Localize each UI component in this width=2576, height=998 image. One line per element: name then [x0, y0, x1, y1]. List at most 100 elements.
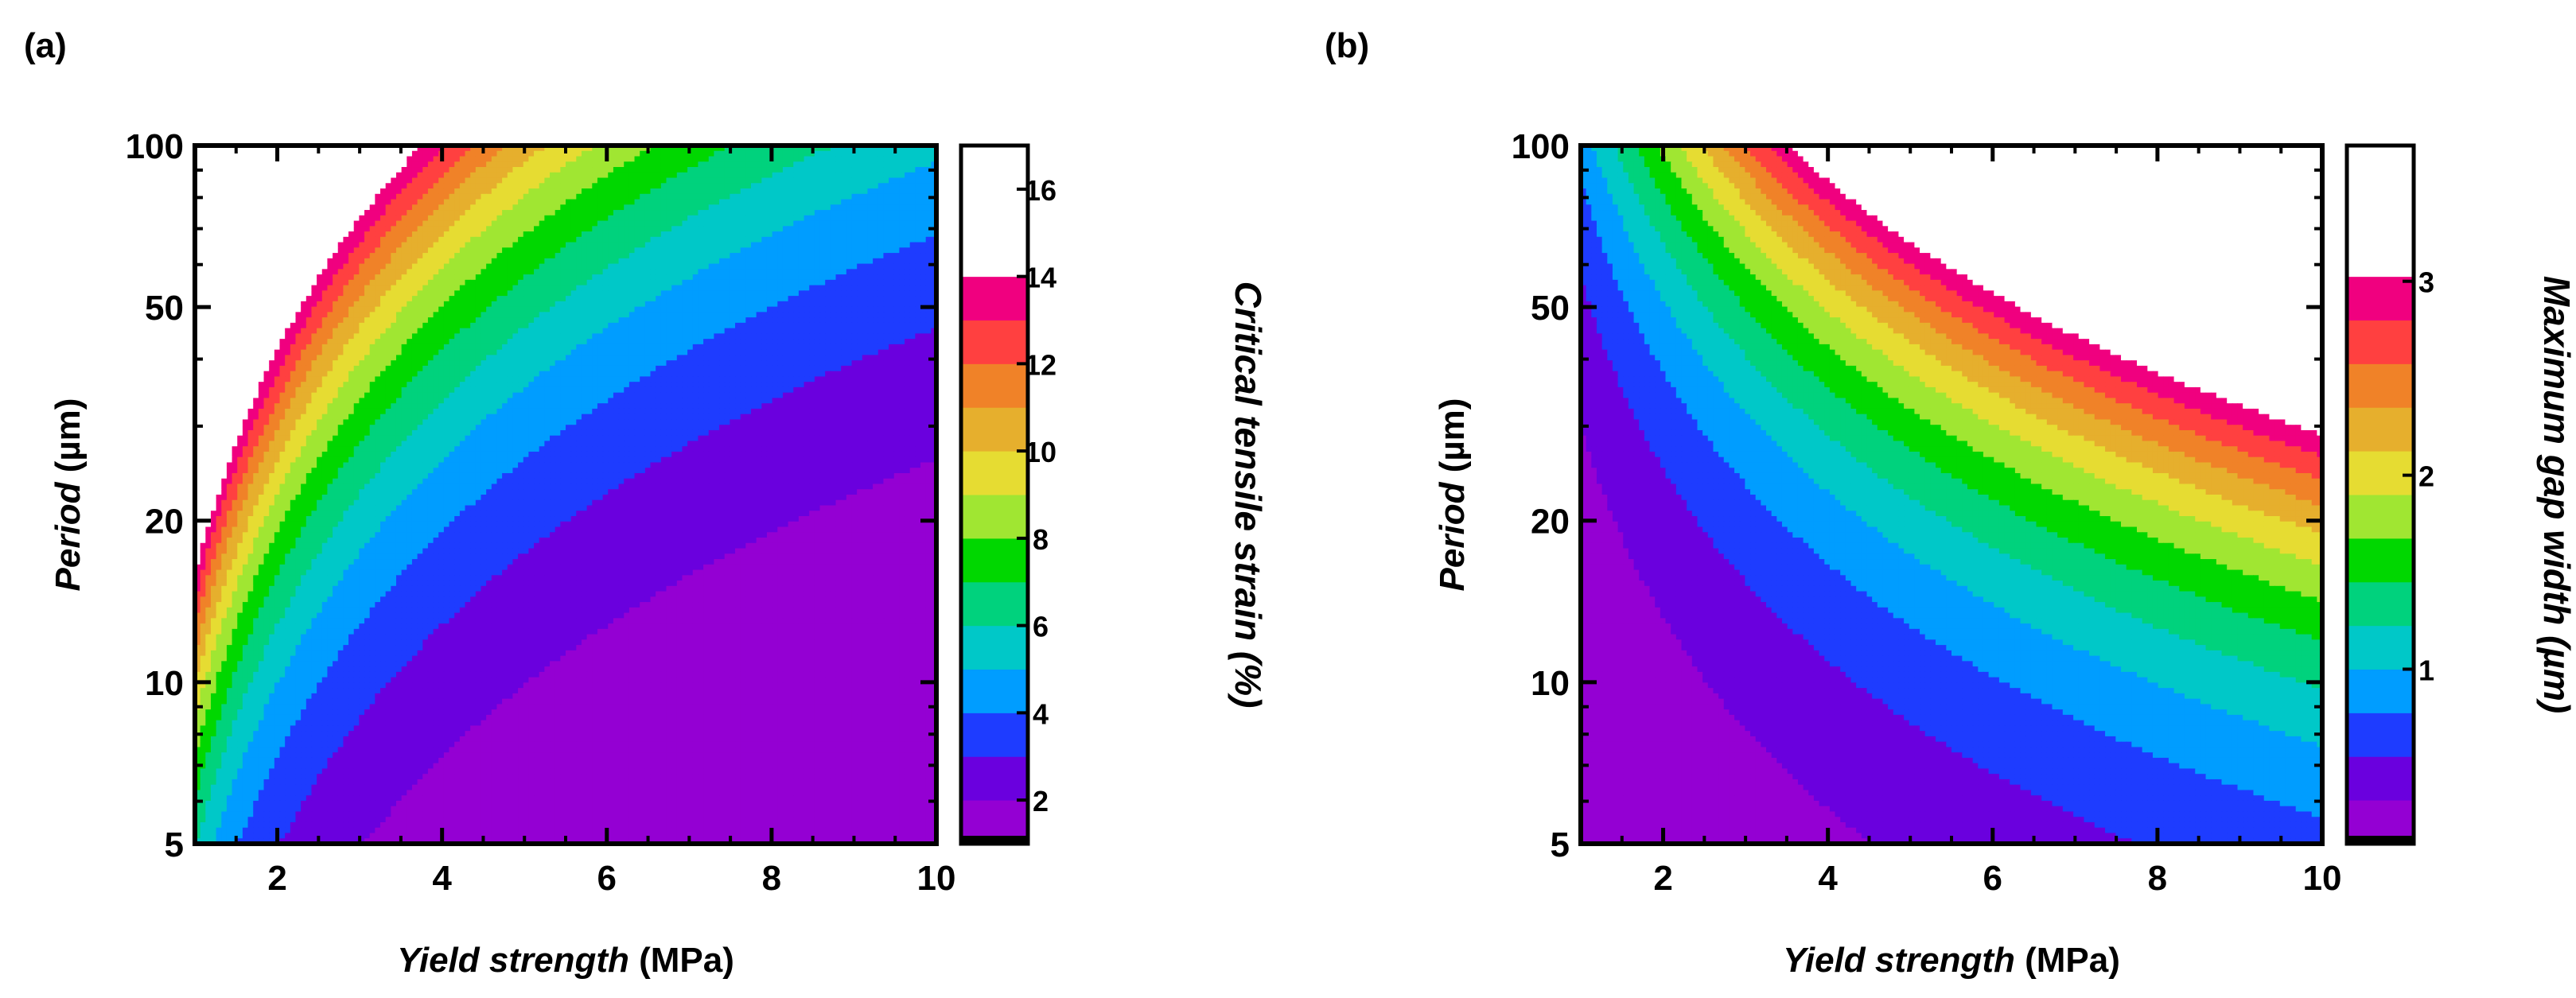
contour-cell [782, 226, 789, 232]
contour-cell [566, 258, 572, 265]
contour-cell [375, 215, 381, 222]
contour-cell [210, 226, 217, 232]
contour-cell [353, 296, 360, 302]
contour-cell [481, 279, 487, 286]
contour-cell [804, 247, 810, 254]
contour-cell [475, 150, 482, 157]
contour-cell [809, 242, 815, 248]
contour-cell [327, 263, 333, 270]
contour-cell [745, 231, 752, 238]
contour-cell [857, 183, 863, 189]
contour-cell [285, 253, 291, 259]
contour-cell [846, 269, 853, 275]
contour-cell [671, 177, 678, 184]
contour-cell [427, 269, 434, 275]
contour-cell [613, 290, 620, 297]
contour-cell [566, 290, 572, 297]
contour-cell [772, 285, 778, 291]
contour-cell [391, 322, 397, 329]
contour-cell [507, 258, 514, 265]
contour-cell [317, 285, 323, 291]
contour-cell [867, 193, 874, 200]
contour-cell [650, 193, 656, 200]
contour-cell [576, 220, 582, 227]
contour-cell [618, 296, 625, 302]
contour-cell [507, 172, 514, 179]
contour-cell [628, 199, 636, 205]
contour-cell [867, 269, 874, 275]
contour-cell [290, 301, 297, 308]
contour-cell [724, 210, 730, 216]
contour-cell [528, 199, 535, 205]
contour-cell [200, 161, 206, 168]
contour-cell [756, 150, 762, 157]
contour-cell [311, 269, 317, 275]
contour-cell [719, 258, 726, 265]
contour-cell [618, 193, 625, 200]
contour-cell [581, 322, 588, 329]
contour-cell [433, 263, 439, 270]
contour-cell [867, 312, 874, 318]
contour-cell [877, 220, 885, 227]
contour-cell [528, 204, 535, 211]
contour-cell [232, 269, 238, 275]
contour-cell [819, 301, 826, 308]
contour-cell [889, 247, 895, 254]
contour-cell [491, 146, 498, 152]
contour-cell [873, 247, 879, 254]
contour-cell [438, 279, 445, 286]
contour-cell [825, 312, 831, 318]
contour-cell [899, 247, 905, 254]
contour-cell [586, 215, 593, 222]
contour-cell [640, 290, 646, 297]
contour-cell [454, 172, 461, 179]
contour-cell [851, 161, 858, 168]
contour-cell [496, 193, 503, 200]
contour-cell [290, 167, 297, 173]
contour-cell [809, 150, 815, 157]
contour-cell [465, 177, 471, 184]
contour-cell [798, 210, 805, 216]
contour-cell [385, 253, 391, 259]
contour-cell [819, 242, 826, 248]
contour-cell [518, 258, 524, 265]
contour-cell [735, 328, 741, 334]
contour-cell [608, 317, 614, 324]
contour-cell [798, 177, 805, 184]
contour-cell [905, 312, 911, 318]
contour-cell [931, 312, 936, 318]
contour-cell [566, 183, 572, 189]
contour-cell [846, 226, 853, 232]
contour-cell [835, 199, 842, 205]
contour-cell [327, 236, 333, 243]
contour-cell [730, 290, 736, 297]
contour-cell [333, 210, 339, 216]
contour-cell [644, 236, 652, 243]
contour-cell [745, 161, 752, 168]
contour-cell [905, 177, 911, 184]
contour-cell [782, 199, 789, 205]
contour-cell [279, 247, 286, 254]
contour-cell [570, 146, 577, 152]
contour-cell [539, 333, 545, 340]
contour-cell [920, 161, 927, 168]
contour-cell [369, 269, 376, 275]
contour-cell [613, 306, 620, 313]
contour-cell [798, 274, 805, 281]
contour-cell [534, 285, 540, 291]
contour-cell [761, 290, 768, 297]
contour-cell [862, 156, 869, 162]
contour-cell [793, 236, 800, 243]
contour-cell [321, 215, 329, 222]
contour-cell [528, 150, 535, 157]
contour-cell [628, 328, 636, 334]
contour-cell [905, 290, 911, 297]
contour-cell [830, 220, 837, 227]
contour-cell [772, 215, 778, 222]
contour-cell [602, 328, 609, 334]
contour-cell [634, 199, 640, 205]
contour-cell [920, 269, 927, 275]
contour-cell [909, 231, 916, 238]
contour-cell [242, 269, 249, 275]
contour-cell [205, 242, 212, 248]
